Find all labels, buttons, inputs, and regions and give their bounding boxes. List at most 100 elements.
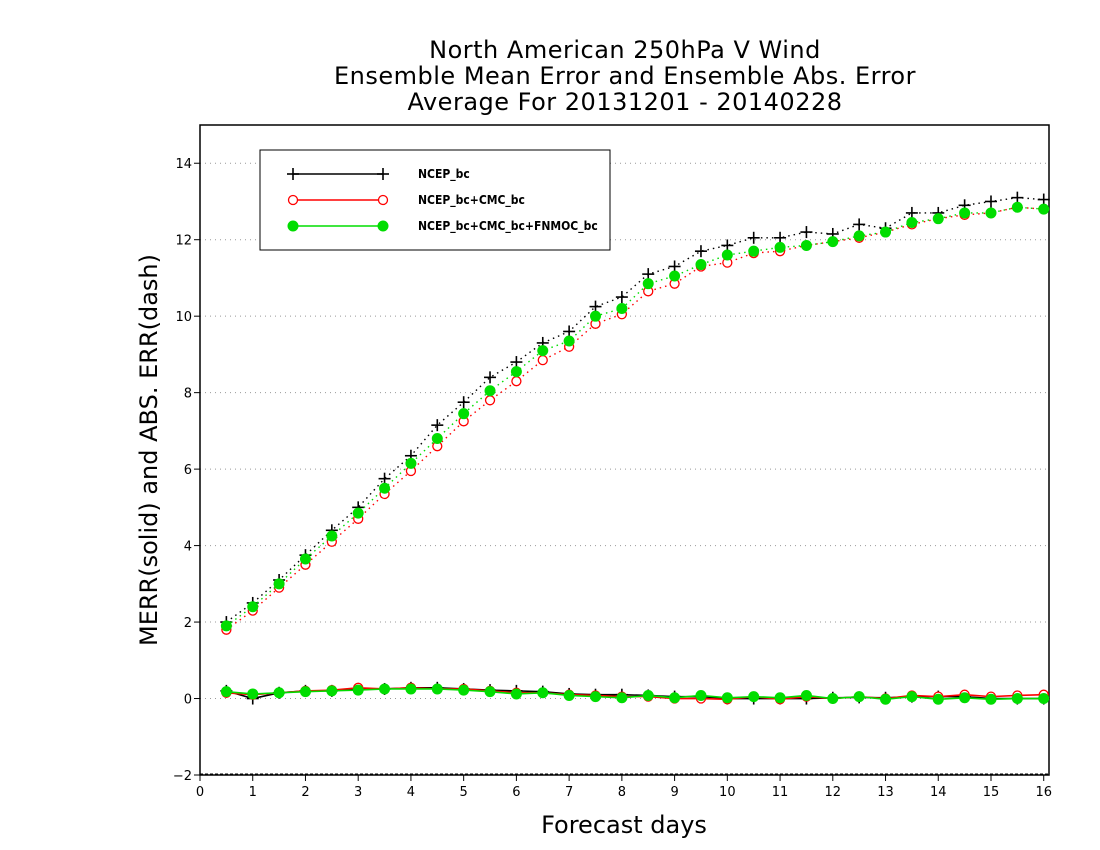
abs-err-point-marker: [748, 245, 760, 257]
mean-err-point-marker: [748, 691, 760, 703]
mean-err-point-marker: [959, 692, 971, 704]
abs-err-point-marker: [537, 345, 549, 357]
mean-err-point-marker: [537, 687, 549, 699]
y-tick-label: 12: [175, 234, 192, 249]
y-tick-label: 6: [184, 463, 192, 478]
abs-err-line-2: [225, 206, 1044, 627]
abs-err-point-marker: [1011, 201, 1023, 213]
mean-err-line-2: [226, 688, 1044, 701]
abs-err-line-1: [225, 206, 1044, 631]
mean-err-point-marker: [695, 689, 707, 701]
mean-err-point-marker: [669, 692, 681, 704]
chart-title-line-3: Average For 20131201 - 20140228: [407, 88, 843, 116]
x-tick-label: 16: [1035, 785, 1052, 800]
mean-err-point-marker: [563, 689, 575, 701]
x-tick-label: 3: [354, 785, 362, 800]
x-tick-label: 9: [670, 785, 678, 800]
series-0: [220, 191, 1050, 705]
abs-err-point-marker: [880, 226, 892, 238]
y-tick-label: 4: [184, 540, 192, 555]
abs-err-point-marker: [405, 457, 417, 469]
mean-err-point-marker: [932, 693, 944, 705]
x-tick-label: 6: [512, 785, 520, 800]
x-tick-label: 13: [877, 785, 894, 800]
mean-err-point-marker: [326, 685, 338, 697]
abs-err-point-marker: [721, 249, 733, 261]
y-tick-label: 14: [175, 157, 192, 172]
mean-err-point-marker: [1038, 693, 1050, 705]
mean-err-point-marker: [510, 688, 522, 700]
legend-marker-2-marker: [287, 220, 299, 232]
abs-err-point-marker: [669, 270, 681, 282]
x-tick-label: 0: [196, 785, 204, 800]
abs-err-point-marker: [589, 310, 601, 322]
legend-marker-1-marker: [287, 194, 299, 206]
series-layer: [220, 191, 1050, 705]
chart-title-line-1: North American 250hPa V Wind: [429, 36, 821, 64]
abs-err-point-marker: [853, 230, 865, 242]
mean-err-point-marker: [721, 692, 733, 704]
y-tick-label: −2: [173, 769, 192, 784]
x-tick-label: 8: [618, 785, 626, 800]
mean-err-point-marker: [800, 689, 812, 701]
x-tick-label: 5: [460, 785, 468, 800]
abs-err-point-marker: [273, 578, 285, 590]
legend-label-1: NCEP_bc+CMC_bc: [418, 193, 525, 208]
abs-err-point-marker: [510, 366, 522, 378]
chart-title-line-2: Ensemble Mean Error and Ensemble Abs. Er…: [334, 62, 916, 90]
series-2: [220, 201, 1050, 705]
series-1: [221, 202, 1049, 705]
abs-err-point-marker: [563, 335, 575, 347]
mean-err-point-marker: [589, 691, 601, 703]
abs-err-point-marker: [906, 217, 918, 228]
mean-err-point-marker: [379, 683, 391, 695]
abs-err-point-marker: [511, 376, 522, 387]
x-tick-label: 10: [719, 785, 736, 800]
legend-label-2: NCEP_bc+CMC_bc+FNMOC_bc: [418, 219, 598, 234]
x-tick-label: 7: [565, 785, 573, 800]
abs-err-point-marker: [827, 236, 839, 248]
x-tick-label: 1: [249, 785, 257, 800]
abs-err-point-marker: [695, 259, 707, 271]
abs-err-point-marker: [484, 395, 496, 406]
mean-err-point-marker: [880, 693, 892, 705]
mean-err-point-marker: [299, 686, 311, 698]
abs-err-point-marker: [932, 213, 944, 225]
mean-err-point-marker: [484, 686, 496, 698]
abs-err-point-marker: [379, 482, 391, 494]
x-tick-label: 2: [301, 785, 309, 800]
abs-err-line-0: [225, 196, 1044, 623]
abs-err-point-marker: [458, 408, 470, 420]
abs-err-point-marker: [326, 530, 338, 542]
abs-err-point-marker: [431, 433, 443, 445]
abs-err-point-marker: [642, 278, 654, 290]
mean-err-point-marker: [985, 693, 997, 705]
y-tick-label: 0: [184, 693, 192, 708]
x-tick-label: 4: [407, 785, 415, 800]
legend-marker-2-marker: [377, 220, 389, 232]
abs-err-point-marker: [800, 239, 812, 251]
legend-label-0: NCEP_bc: [418, 167, 470, 182]
mean-err-point-marker: [1011, 693, 1023, 705]
y-tick-label: 10: [175, 310, 192, 325]
x-tick-label: 11: [772, 785, 789, 800]
abs-err-point-marker: [484, 385, 496, 397]
abs-err-point-marker: [616, 303, 628, 315]
plot-frame: [199, 124, 1050, 776]
mean-err-point-marker: [853, 691, 865, 703]
abs-err-point-marker: [352, 507, 364, 519]
mean-err-point-marker: [405, 683, 417, 695]
x-tick-label: 15: [983, 785, 1000, 800]
abs-err-point-marker: [1038, 203, 1050, 215]
y-axis-title: MERR(solid) and ABS. ERR(dash): [135, 254, 163, 646]
x-axis-title: Forecast days: [541, 811, 707, 839]
abs-err-point-marker: [247, 601, 259, 613]
mean-err-point-marker: [774, 692, 786, 704]
mean-err-point-marker: [220, 686, 232, 698]
x-tick-label: 14: [930, 785, 947, 800]
x-tick-label: 12: [825, 785, 842, 800]
mean-err-point-marker: [827, 693, 839, 705]
abs-err-point-marker: [774, 241, 786, 253]
legend-marker-1-marker: [377, 194, 389, 206]
